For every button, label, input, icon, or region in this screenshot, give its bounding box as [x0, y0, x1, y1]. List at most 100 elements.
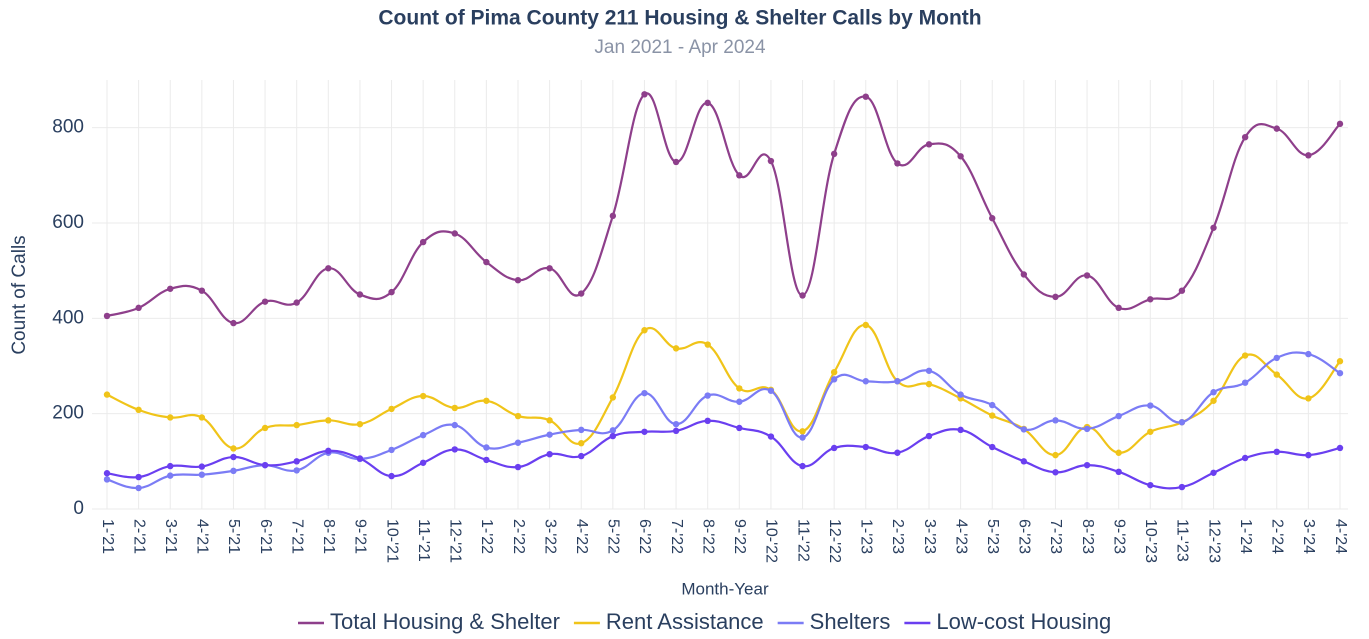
data-point [261, 298, 269, 305]
data-point [1241, 379, 1249, 386]
data-point [830, 368, 838, 376]
x-tick-label: 3-'23 [921, 519, 938, 554]
data-point [799, 428, 806, 435]
data-point [1336, 369, 1344, 377]
data-point [483, 397, 490, 404]
data-point [672, 427, 680, 435]
data-point [862, 443, 869, 451]
y-tick-label: 200 [52, 403, 84, 424]
data-point [135, 406, 142, 414]
data-point [641, 428, 648, 435]
data-point [1115, 304, 1122, 312]
x-tick-label: 4-'24 [1332, 519, 1349, 554]
data-point [103, 476, 111, 483]
data-point [1336, 444, 1344, 452]
data-point [1052, 417, 1059, 424]
data-point [1083, 461, 1091, 469]
data-point [672, 345, 680, 352]
data-point [1178, 483, 1186, 491]
data-point [767, 157, 775, 165]
chart-title: Count of Pima County 211 Housing & Shelt… [378, 7, 981, 30]
data-point [419, 392, 427, 400]
data-point [483, 444, 490, 451]
data-point [1147, 402, 1154, 409]
data-point [1178, 419, 1186, 426]
data-point [989, 215, 996, 222]
data-point [704, 392, 711, 399]
data-point [641, 327, 648, 334]
x-tick-label: 12-'21 [447, 519, 464, 563]
data-point [1336, 120, 1344, 128]
data-point [1210, 469, 1217, 476]
x-tick-label: 11-'22 [794, 519, 811, 562]
data-point [641, 389, 648, 397]
data-point [325, 417, 332, 424]
x-axis-label: Month-Year [681, 579, 769, 598]
data-point [1273, 448, 1280, 455]
data-point [230, 453, 237, 461]
x-tick-label: 12-'22 [826, 519, 843, 563]
x-tick-label: 2-'23 [889, 519, 906, 554]
data-point [451, 404, 458, 412]
data-point [672, 420, 680, 428]
x-tick-label: 6-'21 [257, 519, 274, 554]
x-tick-label: 8-'22 [699, 519, 716, 554]
x-tick-label: 1-'24 [1237, 519, 1254, 554]
data-point [198, 287, 206, 294]
data-point [957, 426, 964, 434]
data-point [1210, 397, 1217, 404]
data-point [925, 367, 933, 374]
data-point [514, 412, 522, 420]
data-point [135, 484, 142, 492]
data-point [1241, 134, 1249, 141]
data-point [1147, 481, 1154, 489]
data-point [419, 459, 427, 466]
legend-label: Low-cost Housing [936, 609, 1111, 634]
x-tick-label: 5-'21 [225, 519, 242, 554]
x-tick-label: 4-'22 [573, 519, 590, 554]
data-point [103, 391, 111, 398]
data-point [1020, 271, 1028, 278]
data-point [356, 291, 364, 298]
data-point [609, 212, 617, 220]
data-point [799, 462, 806, 470]
x-tick-label: 10-'22 [763, 519, 780, 563]
data-point [483, 258, 490, 266]
x-tick-label: 11-'23 [1174, 519, 1191, 562]
x-tick-label: 3-'22 [541, 519, 558, 554]
data-point [925, 380, 933, 388]
data-point [546, 450, 553, 458]
x-tick-label: 4-'23 [952, 519, 969, 554]
x-tick-label: 7-'22 [668, 519, 685, 554]
data-point [135, 304, 142, 312]
data-point [736, 385, 743, 392]
x-tick-label: 9-'22 [731, 519, 748, 554]
data-point [767, 387, 775, 394]
y-tick-label: 400 [52, 307, 84, 328]
data-point [894, 378, 901, 385]
data-point [167, 414, 174, 421]
data-point [483, 456, 490, 464]
data-point [1305, 152, 1312, 159]
data-point [167, 285, 174, 292]
x-tick-label: 10-'21 [383, 519, 400, 563]
data-point [862, 378, 869, 385]
data-point [1115, 449, 1122, 456]
data-point [198, 471, 206, 478]
data-point [356, 420, 364, 428]
data-point [1083, 272, 1091, 279]
x-tick-label: 6-'23 [1016, 519, 1033, 554]
data-point [388, 446, 395, 454]
data-point [451, 421, 458, 429]
data-point [546, 431, 553, 438]
x-tick-label: 1-'23 [858, 519, 875, 554]
data-point [1273, 354, 1280, 362]
x-tick-label: 3-'21 [162, 519, 179, 554]
series-line [106, 351, 1341, 490]
data-point [1115, 412, 1122, 420]
data-point [1273, 125, 1280, 132]
data-point [293, 421, 300, 429]
data-point [325, 447, 332, 455]
data-point [388, 405, 395, 413]
